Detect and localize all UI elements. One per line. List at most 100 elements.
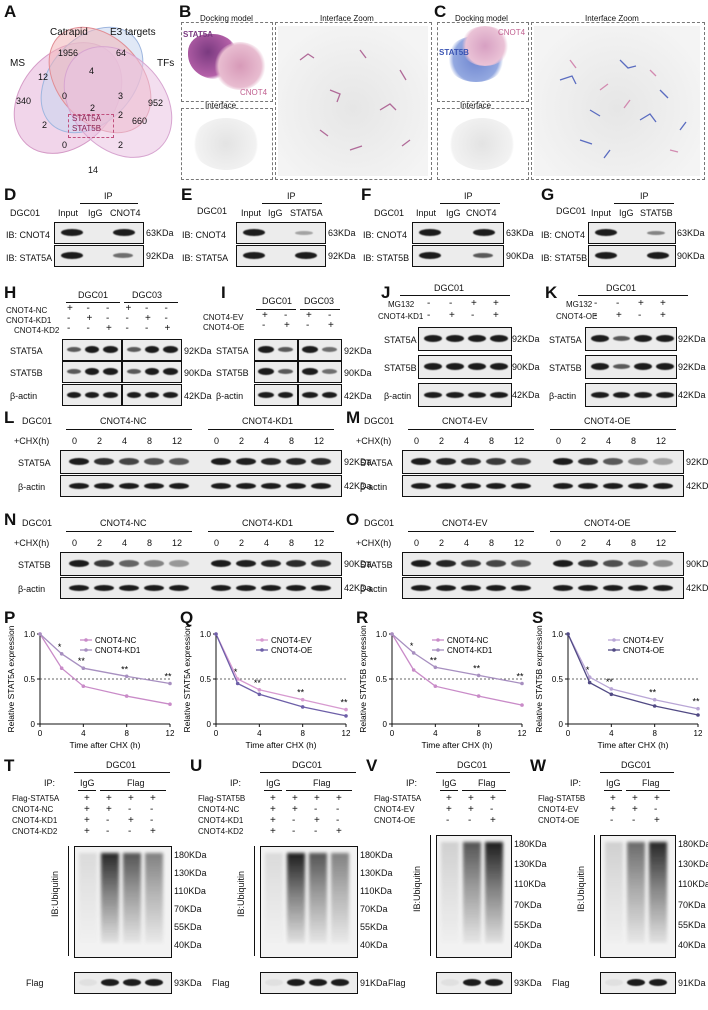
data-point	[59, 666, 64, 670]
venn-set-tfs: TFs	[157, 58, 175, 69]
l-tp: 12	[172, 436, 183, 446]
w-flag-blot	[600, 972, 676, 994]
j-cell: DGC01	[434, 283, 465, 293]
d-size1: 63KDa	[146, 228, 174, 238]
i-sign: -	[328, 310, 332, 321]
v-ub-smear	[463, 842, 481, 943]
e-cell: DGC01	[197, 206, 228, 216]
n-chx: +CHX(h)	[14, 538, 50, 548]
o-actin-band	[578, 585, 598, 591]
j-blot2	[418, 355, 512, 379]
w-ip-colon: IP:	[570, 778, 582, 788]
h-sign: -	[106, 303, 110, 314]
legend-label-0: CNOT4-EV	[623, 636, 664, 645]
h-sign: -	[145, 323, 149, 334]
w-flag-ip: Flag	[642, 778, 660, 788]
o-actin-band	[553, 585, 573, 591]
e-ip-ab: STAT5A	[290, 208, 323, 218]
t-sign: -	[150, 815, 154, 826]
j-row3: β-actin	[384, 391, 412, 401]
significance-star: **	[692, 697, 700, 707]
k-sign: -	[594, 298, 598, 309]
v-ub-smear	[441, 842, 459, 943]
m-actin-band	[411, 483, 431, 489]
x-tick-label: 12	[518, 729, 527, 738]
venn-set-ms: MS	[10, 58, 25, 69]
v-sign: -	[490, 804, 494, 815]
w-marker: 110KDa	[678, 879, 708, 890]
m-band	[436, 458, 456, 465]
y-tick-label: 0.5	[24, 675, 36, 684]
x-axis-label: Time after CHX (h)	[69, 740, 140, 750]
m-tp: 2	[581, 436, 587, 446]
n-actin-band	[286, 585, 306, 591]
u-marker: 180KDa	[360, 850, 393, 860]
i-cell2: DGC03	[304, 296, 335, 306]
k-blot2	[585, 355, 677, 379]
g-ip: IP	[640, 191, 649, 201]
m-blot-actin	[402, 475, 684, 497]
h-blot-b2	[122, 361, 182, 383]
data-point	[81, 666, 86, 670]
u-cell: DGC01	[292, 760, 323, 770]
w-cond-label-0: Flag-STAT5B	[538, 794, 586, 803]
w-cond-label-2: CNOT4-OE	[538, 816, 580, 825]
data-point	[344, 714, 348, 718]
m-band	[578, 458, 598, 465]
v-flag-band	[463, 979, 481, 986]
u-sign: +	[336, 793, 342, 804]
significance-star: **	[164, 672, 172, 682]
data-point	[411, 668, 416, 672]
v-ip-colon: IP:	[406, 778, 418, 788]
m-group-1: CNOT4-OE	[584, 416, 631, 426]
w-marker: 55KDa	[678, 919, 706, 930]
n-band	[119, 560, 139, 567]
significance-star: **	[649, 688, 657, 698]
n-actin-band	[261, 585, 281, 591]
u-ub-smear	[331, 853, 349, 943]
t-cond-label-2: CNOT4-KD1	[12, 816, 58, 825]
v-ub-smear	[485, 842, 503, 943]
o-tp: 4	[606, 538, 612, 548]
k-cond1: MG132	[566, 300, 593, 309]
n-band	[236, 560, 256, 567]
t-marker: 55KDa	[174, 922, 202, 933]
v-marker: 70KDa	[514, 899, 542, 910]
l-tp: 4	[264, 436, 270, 446]
v-marker: 110KDa	[514, 879, 546, 890]
u-cond-label-3: CNOT4-KD2	[198, 827, 244, 836]
h-sign: -	[86, 303, 90, 314]
l-band	[261, 458, 281, 465]
x-tick-label: 8	[300, 729, 305, 738]
t-cond-label-1: CNOT4-NC	[12, 805, 54, 814]
n-actin-band	[211, 585, 231, 591]
h-sign: -	[106, 313, 110, 324]
i-sign: +	[262, 310, 268, 321]
u-sign: +	[270, 826, 276, 837]
g-blot1	[588, 222, 676, 244]
l-actin-band	[144, 483, 164, 489]
b-interface-box	[181, 108, 273, 180]
t-sign: -	[106, 826, 110, 837]
n-actin-band	[236, 585, 256, 591]
w-igg: IgG	[606, 778, 621, 788]
j-row1: STAT5A	[384, 335, 417, 345]
m-band	[411, 458, 431, 465]
legend-label-1: CNOT4-KD1	[447, 646, 493, 655]
data-point	[300, 705, 305, 709]
w-flag-band	[605, 979, 623, 986]
i-row2: STAT5B	[216, 368, 249, 378]
data-point	[520, 703, 524, 707]
k-cell: DGC01	[606, 283, 637, 293]
v-marker: 130KDa	[514, 859, 547, 870]
t-flag-line	[100, 790, 166, 791]
t-marker: 40KDa	[174, 940, 202, 951]
b-interface-label: Interface	[205, 101, 237, 110]
u-ub-smear	[309, 853, 327, 943]
u-cond-label-1: CNOT4-NC	[198, 805, 240, 814]
l-chx: +CHX(h)	[14, 436, 50, 446]
j-size1: 92KDa	[512, 334, 540, 344]
c-interface-box	[437, 108, 529, 180]
w-flag-label: Flag	[552, 978, 570, 988]
u-igg: IgG	[266, 778, 281, 788]
